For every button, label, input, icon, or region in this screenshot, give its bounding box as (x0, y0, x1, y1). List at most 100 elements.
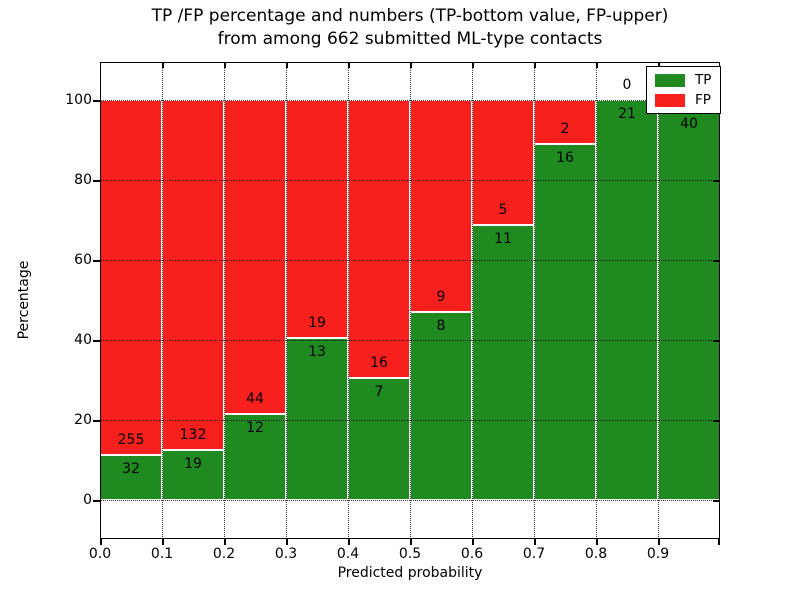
tp-count-label-0: 32 (122, 461, 140, 478)
x-tick-bottom-1 (162, 539, 164, 545)
legend-label-tp: TP (695, 72, 712, 88)
fp-count-label-6: 5 (498, 202, 508, 218)
gridline-x-0.6 (472, 62, 473, 539)
legend-patch-tp (655, 73, 685, 87)
y-tick-label-0: 0 (83, 492, 92, 508)
fp-count-label-3: 19 (308, 314, 326, 331)
x-tick-label-0.9: 0.9 (646, 546, 670, 562)
bar-segment-fp-2 (224, 100, 286, 415)
x-tick-label-0.2: 0.2 (212, 546, 236, 562)
gridline-x-0.1 (162, 62, 163, 539)
legend-entry-fp: FP (655, 93, 711, 107)
y-tick-left-40 (93, 340, 100, 342)
y-tick-left-80 (93, 180, 100, 182)
x-tick-top-2 (224, 62, 226, 68)
x-tick-top-7 (534, 62, 536, 68)
tp-count-label-3: 13 (308, 343, 326, 360)
bar-segment-tp-6 (472, 225, 534, 500)
x-tick-bottom-10 (718, 539, 720, 545)
x-tick-bottom-0 (100, 539, 102, 545)
x-tick-bottom-9 (658, 539, 660, 545)
fp-count-label-1: 132 (179, 426, 207, 443)
tp-count-label-5: 8 (436, 317, 446, 334)
bar-segment-tp-2 (224, 414, 286, 500)
gridline-x-0.3 (286, 62, 287, 539)
x-tick-top-5 (410, 62, 412, 68)
tp-count-label-8: 21 (618, 106, 636, 122)
fp-count-label-2: 44 (246, 391, 264, 408)
x-tick-label-0.5: 0.5 (398, 546, 422, 562)
gridline-x-0.7 (534, 62, 535, 539)
y-tick-right-20 (713, 420, 720, 422)
x-tick-label-0.8: 0.8 (584, 546, 608, 562)
x-tick-bottom-7 (534, 539, 536, 545)
bar-segment-tp-3 (286, 337, 348, 500)
y-tick-left-60 (93, 260, 100, 262)
bar-segment-fp-0 (100, 100, 162, 456)
x-tick-top-1 (162, 62, 164, 68)
x-tick-label-0.6: 0.6 (460, 546, 484, 562)
gridline-x-0.4 (348, 62, 349, 539)
x-tick-top-6 (472, 62, 474, 68)
y-tick-label-60: 60 (74, 252, 92, 268)
bar-segment-tp-4 (348, 378, 410, 500)
legend: TP FP (646, 66, 722, 114)
plot-area: 255321321944121913167985112160211400.00.… (65, 62, 720, 562)
bar-segment-fp-1 (162, 100, 224, 450)
x-axis-label: Predicted probability (337, 565, 483, 581)
x-tick-label-0.0: 0.0 (88, 546, 112, 562)
gridline-x-0.5 (410, 62, 411, 539)
bar-segment-tp-7 (534, 144, 596, 500)
tp-count-label-2: 12 (246, 420, 264, 437)
y-tick-right-0 (713, 500, 720, 502)
tp-count-label-1: 19 (184, 455, 202, 472)
tp-count-label-6: 11 (494, 231, 512, 247)
y-tick-right-80 (713, 180, 720, 182)
tp-count-label-4: 7 (374, 384, 384, 401)
fp-count-label-0: 255 (117, 432, 145, 449)
chart-title-line1: TP /FP percentage and numbers (TP-bottom… (151, 6, 669, 26)
x-tick-bottom-4 (348, 539, 350, 545)
y-axis-label: Percentage (16, 260, 32, 340)
y-tick-left-20 (93, 420, 100, 422)
legend-label-fp: FP (695, 92, 711, 108)
y-tick-label-40: 40 (74, 332, 92, 348)
gridline-x-0.9 (658, 62, 659, 539)
x-tick-top-3 (286, 62, 288, 68)
x-tick-top-4 (348, 62, 350, 68)
bar-segment-fp-4 (348, 100, 410, 379)
x-tick-top-9 (658, 62, 660, 68)
chart-title: TP /FP percentage and numbers (TP-bottom… (100, 5, 720, 51)
tp-count-label-7: 16 (556, 150, 574, 167)
x-tick-bottom-2 (224, 539, 226, 545)
gridline-x-0.2 (224, 62, 225, 539)
fp-count-label-5: 9 (436, 288, 446, 305)
x-tick-bottom-8 (596, 539, 598, 545)
y-tick-label-100: 100 (65, 92, 92, 108)
fp-count-label-8: 0 (622, 77, 632, 93)
y-tick-label-80: 80 (74, 172, 92, 188)
y-tick-left-100 (93, 100, 100, 102)
legend-entry-tp: TP (655, 73, 711, 87)
fp-count-label-7: 2 (560, 121, 570, 138)
bar-segment-fp-5 (410, 100, 472, 312)
x-tick-top-8 (596, 62, 598, 68)
y-tick-label-20: 20 (74, 412, 92, 428)
x-tick-label-0.1: 0.1 (150, 546, 174, 562)
x-tick-label-0.4: 0.4 (336, 546, 360, 562)
bar-segment-fp-3 (286, 100, 348, 338)
bar-segment-tp-9 (658, 109, 720, 500)
chart-title-line2: from among 662 submitted ML-type contact… (217, 29, 603, 49)
x-tick-bottom-6 (472, 539, 474, 545)
y-tick-right-40 (713, 340, 720, 342)
y-tick-left-0 (93, 500, 100, 502)
gridline-x-0.8 (596, 62, 597, 539)
tp-count-label-9: 40 (680, 115, 698, 132)
x-tick-bottom-3 (286, 539, 288, 545)
x-tick-bottom-5 (410, 539, 412, 545)
y-tick-right-60 (713, 260, 720, 262)
x-tick-label-0.3: 0.3 (274, 546, 298, 562)
x-tick-label-0.7: 0.7 (522, 546, 546, 562)
legend-patch-fp (655, 93, 685, 107)
